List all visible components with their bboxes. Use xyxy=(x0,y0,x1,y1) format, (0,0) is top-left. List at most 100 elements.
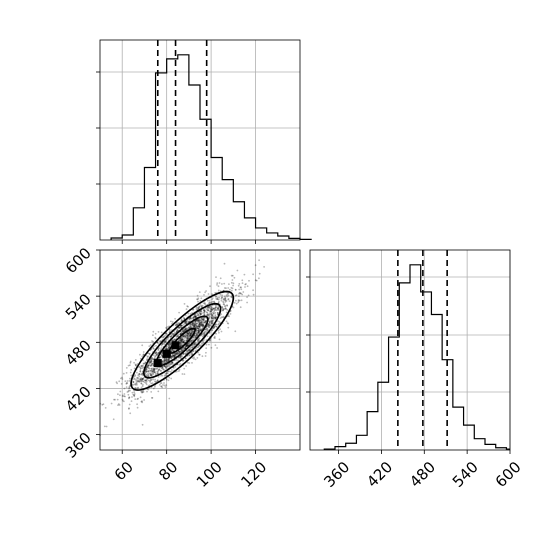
joint-scatter-point xyxy=(152,358,155,361)
joint-scatter-point xyxy=(215,323,218,326)
joint-scatter-point xyxy=(179,338,182,341)
joint-scatter-point xyxy=(198,325,201,327)
joint-scatter-point xyxy=(149,361,152,364)
joint-scatter-point xyxy=(188,348,191,351)
joint-scatter-point xyxy=(145,383,148,386)
joint-scatter-point xyxy=(231,287,234,290)
joint-scatter-point xyxy=(181,338,183,341)
joint-scatter-point xyxy=(182,335,185,338)
joint-scatter-point xyxy=(159,384,161,386)
joint-scatter-point xyxy=(175,353,178,355)
joint-scatter-point xyxy=(176,351,179,354)
joint-scatter-point xyxy=(197,330,200,332)
joint-scatter-point xyxy=(228,315,231,318)
joint-scatter-point xyxy=(176,323,179,326)
joint-scatter-point xyxy=(188,326,191,329)
joint-scatter-point xyxy=(137,377,140,380)
joint-scatter-point xyxy=(188,342,191,345)
joint-scatter-point xyxy=(174,354,177,357)
joint-scatter-point xyxy=(156,370,159,373)
joint-scatter-point xyxy=(149,381,152,383)
joint-scatter-point xyxy=(167,360,169,362)
joint-scatter-point xyxy=(183,323,185,326)
joint-scatter-point xyxy=(231,279,234,281)
joint-scatter-point xyxy=(207,293,210,295)
joint-scatter-point xyxy=(191,352,194,355)
joint-scatter-point xyxy=(198,321,200,323)
joint-scatter-point xyxy=(203,321,205,324)
hist-y-steps xyxy=(323,264,510,450)
joint-scatter-point xyxy=(197,327,200,330)
joint-scatter-point xyxy=(159,356,161,359)
joint-scatter-point xyxy=(170,355,173,358)
joint-scatter-point xyxy=(189,317,191,320)
joint-scatter-point xyxy=(138,366,140,368)
joint-scatter-point xyxy=(208,343,210,346)
joint-scatter-point xyxy=(182,341,185,344)
joint-scatter-point xyxy=(138,365,141,368)
joint-scatter-point xyxy=(124,380,127,382)
joint-scatter-point xyxy=(232,306,235,309)
joint-scatter-point xyxy=(209,320,212,322)
joint-scatter-point xyxy=(163,341,166,344)
joint-scatter-point xyxy=(224,296,227,299)
joint-scatter-point xyxy=(154,352,156,355)
joint-scatter-point xyxy=(153,367,156,370)
joint-scatter-point xyxy=(197,329,200,332)
joint-scatter-point xyxy=(200,310,203,313)
joint-scatter-point xyxy=(213,316,216,319)
joint-scatter-point xyxy=(211,293,213,295)
joint-scatter-point xyxy=(178,352,181,355)
joint-scatter-point xyxy=(125,367,128,369)
joint-scatter-point xyxy=(174,355,177,357)
joint-scatter-point xyxy=(115,381,118,383)
joint-scatter-point xyxy=(142,383,144,386)
joint-scatter-point xyxy=(198,306,201,309)
joint-scatter-point xyxy=(114,398,116,401)
joint-scatter-point xyxy=(211,314,214,317)
joint-scatter-point xyxy=(159,382,162,384)
joint-scatter-point xyxy=(194,342,197,344)
joint-scatter-point xyxy=(187,326,190,329)
joint-scatter-point xyxy=(162,335,165,338)
joint-scatter-point xyxy=(182,340,185,343)
joint-scatter-point xyxy=(184,328,187,331)
joint-scatter-point xyxy=(201,318,204,321)
joint-scatter-point xyxy=(179,357,182,359)
joint-scatter-point xyxy=(146,366,149,369)
joint-scatter-point xyxy=(145,368,148,371)
joint-scatter-point xyxy=(197,346,200,349)
joint-scatter-point xyxy=(194,320,197,322)
joint-scatter-point xyxy=(179,338,182,340)
joint-scatter-point xyxy=(210,346,213,349)
joint-scatter-point xyxy=(201,321,203,323)
joint-scatter-point xyxy=(150,360,153,362)
joint-scatter-point xyxy=(172,356,174,359)
joint-scatter-point xyxy=(139,369,142,371)
joint-scatter-point xyxy=(184,347,186,350)
joint-scatter-point xyxy=(221,296,223,298)
joint-scatter-point xyxy=(167,337,170,339)
joint-scatter-point xyxy=(227,298,230,301)
joint-scatter-point xyxy=(218,282,221,284)
joint-scatter-point xyxy=(166,359,169,361)
hist-y-xtick-labels: 360 420 480 540 600 xyxy=(320,458,524,491)
joint-scatter-point xyxy=(198,343,201,346)
joint-scatter-point xyxy=(151,397,153,399)
joint-scatter-point xyxy=(165,360,167,363)
joint-scatter-point xyxy=(196,327,199,329)
joint-scatter-point xyxy=(160,385,163,388)
joint-scatter-point xyxy=(151,362,154,365)
joint-scatter-point xyxy=(182,330,184,332)
joint-scatter-point xyxy=(157,370,160,373)
joint-scatter-point xyxy=(198,325,200,327)
joint-scatter-point xyxy=(141,367,144,369)
joint-scatter-point xyxy=(197,351,200,354)
joint-scatter-point xyxy=(194,320,197,323)
joint-scatter-point xyxy=(202,324,205,327)
joint-scatter-point xyxy=(166,358,168,361)
joint-scatter-point xyxy=(189,325,192,328)
joint-scatter-point xyxy=(169,343,172,346)
joint-scatter-point xyxy=(123,387,126,390)
joint-scatter-point xyxy=(198,325,201,328)
